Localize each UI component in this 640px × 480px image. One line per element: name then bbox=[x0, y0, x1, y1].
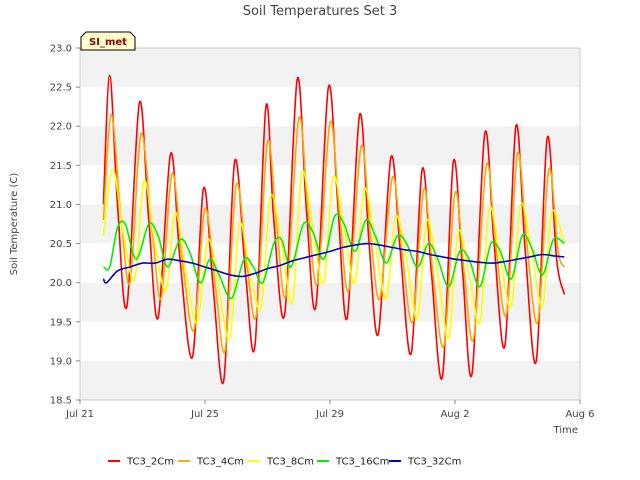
legend-label: TC3_2Cm bbox=[126, 457, 174, 468]
chart-title: Soil Temperatures Set 3 bbox=[243, 4, 398, 19]
grid-band bbox=[80, 321, 580, 361]
series-line-tc3_8cm bbox=[102, 168, 566, 341]
legend-label: TC3_4Cm bbox=[196, 457, 244, 468]
y-tick-label: 19.0 bbox=[50, 356, 72, 367]
site-badge: SI_met bbox=[80, 31, 136, 51]
x-tick-label: Aug 6 bbox=[565, 409, 594, 420]
legend-label: TC3_16Cm bbox=[335, 457, 389, 468]
grid-band bbox=[80, 48, 580, 88]
y-tick-label: 23.0 bbox=[50, 44, 72, 55]
legend-label: TC3_32Cm bbox=[407, 457, 461, 468]
grid-band bbox=[80, 126, 580, 166]
x-tick-label: Aug 2 bbox=[440, 409, 469, 420]
y-tick-label: 18.5 bbox=[50, 396, 72, 407]
y-tick-label: 20.5 bbox=[50, 239, 72, 250]
y-tick-label: 22.5 bbox=[50, 83, 72, 94]
grid-band bbox=[80, 87, 580, 127]
legend-label: TC3_8Cm bbox=[266, 457, 314, 468]
grid-band bbox=[80, 360, 580, 400]
y-tick-label: 22.0 bbox=[50, 122, 72, 133]
x-axis-title: Time bbox=[553, 425, 578, 436]
x-tick-label: Jul 29 bbox=[315, 409, 344, 420]
y-tick-label: 21.0 bbox=[50, 200, 72, 211]
series-line-tc3_16cm bbox=[103, 213, 565, 300]
y-tick-label: 21.5 bbox=[50, 161, 72, 172]
y-tick-label: 20.0 bbox=[50, 278, 72, 289]
legend: TC3_2Cm TC3_4Cm TC3_8Cm TC3_16Cm TC3_32Cm bbox=[108, 457, 461, 468]
series-line-tc3_32cm bbox=[102, 242, 565, 284]
x-tick-label: Jul 25 bbox=[190, 409, 219, 420]
y-axis-title: Soil Temperature (C) bbox=[9, 173, 20, 276]
x-tick-label: Jul 21 bbox=[65, 409, 94, 420]
y-tick-label: 19.5 bbox=[50, 317, 72, 328]
site-badge-label: SI_met bbox=[89, 37, 127, 48]
